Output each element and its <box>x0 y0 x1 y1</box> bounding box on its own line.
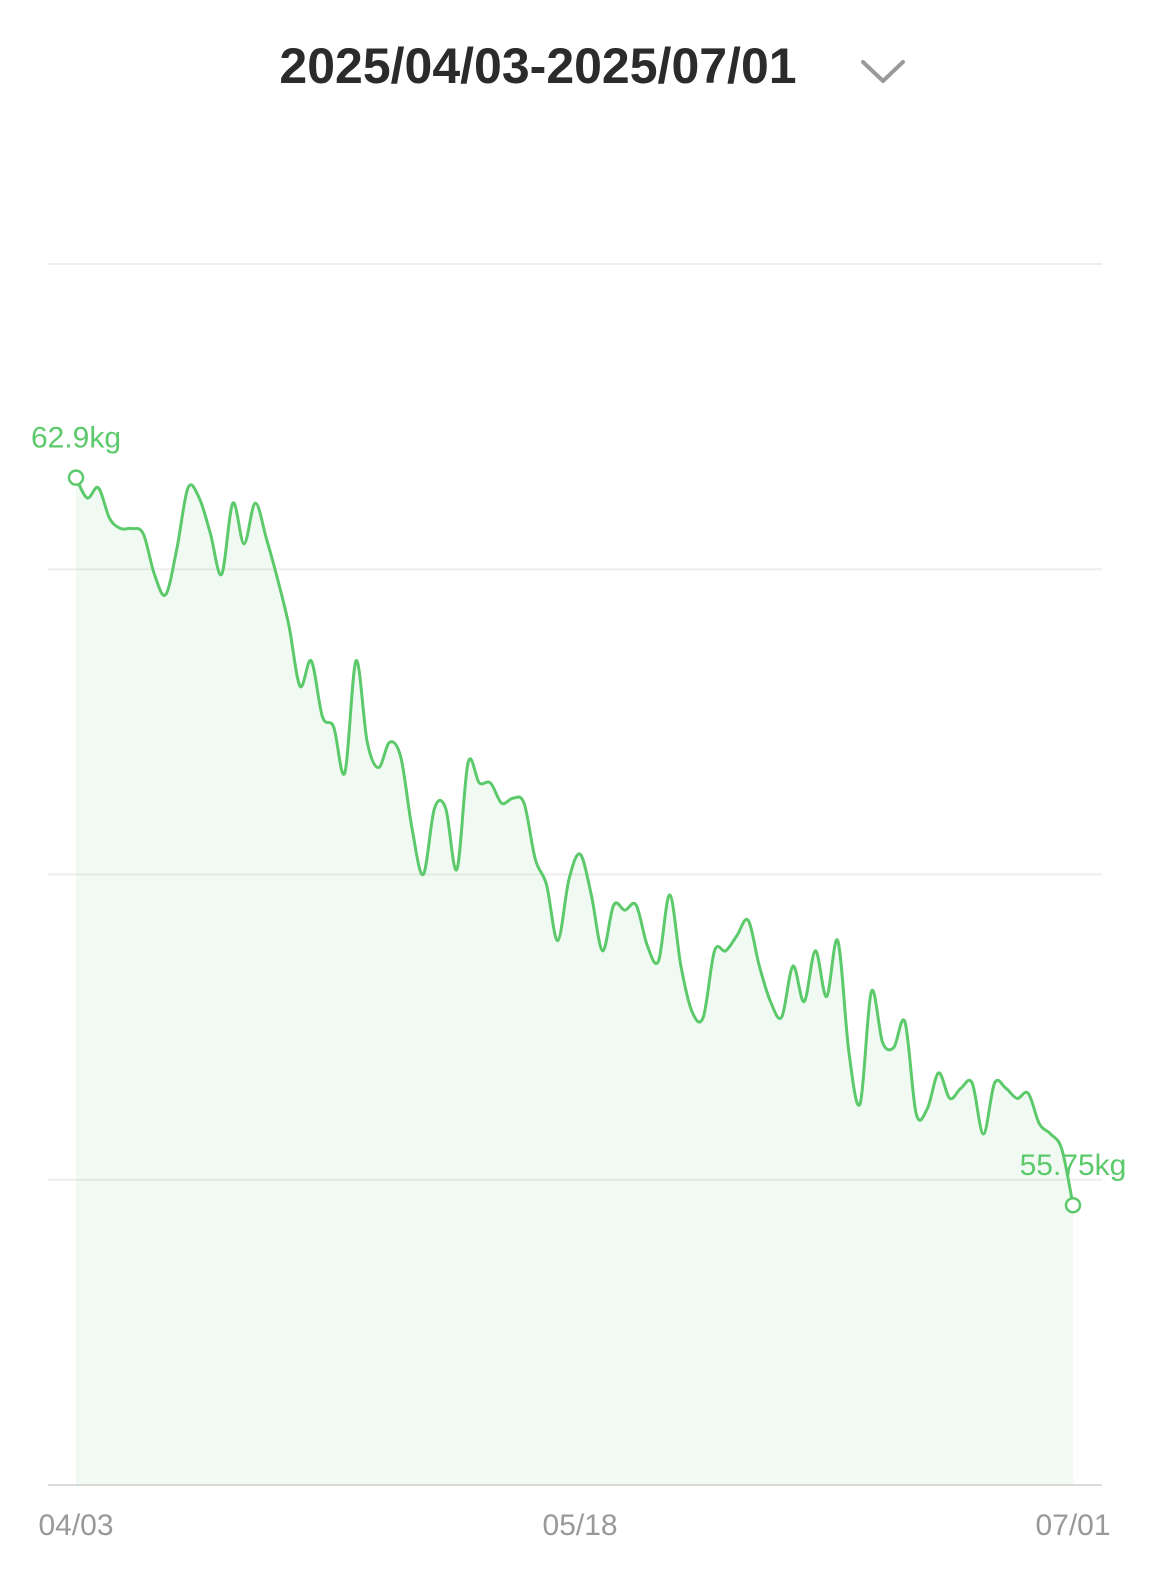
end-point <box>1064 1196 1082 1214</box>
weight-line <box>74 476 1075 1206</box>
x-tick-label: 04/03 <box>38 1509 113 1542</box>
end-point <box>67 469 85 486</box>
value-label: 62.9kg <box>31 422 121 455</box>
x-tick-label: 05/18 <box>543 1509 618 1542</box>
area-fill <box>76 477 1073 1485</box>
x-tick-label: 07/01 <box>1035 1509 1110 1542</box>
value-label: 55.75kg <box>1020 1149 1127 1182</box>
dropdown-chevron[interactable] <box>861 60 905 83</box>
date-range-title[interactable]: 2025/04/03-2025/07/01 <box>279 38 796 94</box>
